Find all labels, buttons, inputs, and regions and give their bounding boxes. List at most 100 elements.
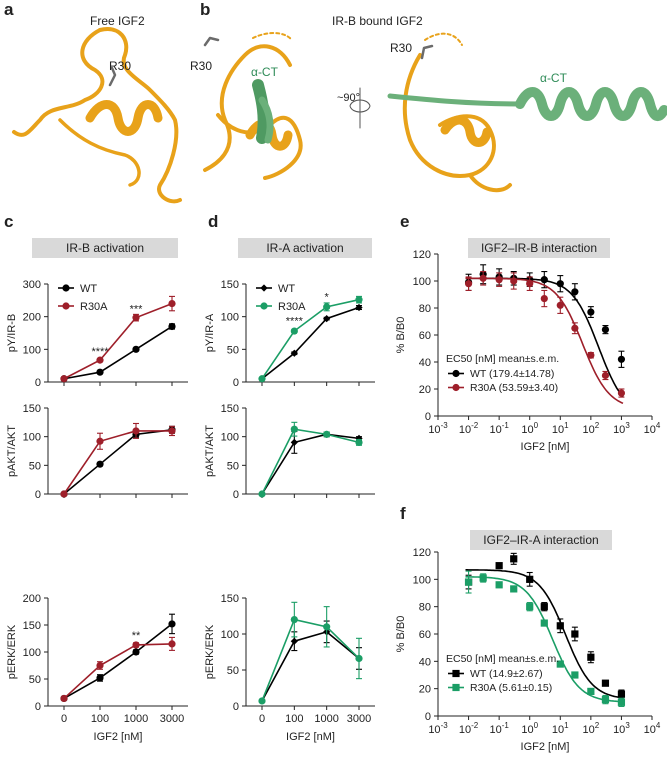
x-tick-label-e: 10-2: [459, 421, 479, 436]
data-point-f-WT: [540, 603, 548, 611]
series-line-d2-R30A: [261, 428, 360, 495]
data-point-c2-R30A: [132, 427, 140, 435]
data-point-c3-R30A: [168, 640, 176, 648]
y-tick-label-e: 100: [413, 276, 431, 288]
y-axis-label-c1: pY/IR-B: [6, 314, 18, 353]
y-tick-label-f: 0: [425, 711, 431, 723]
significance-d1: ****: [286, 316, 304, 328]
data-point-f-R30A: [587, 687, 595, 695]
data-point-e-R30A: [464, 280, 473, 288]
legend-marker-e: [452, 369, 460, 378]
legend-marker-d1: [260, 284, 268, 292]
panel-label-a: a: [4, 0, 14, 19]
data-point-e-WT: [556, 280, 564, 288]
fit-curve-e-R30A: [465, 277, 624, 405]
data-point-e-R30A: [617, 389, 626, 397]
y-tick-label-e: 80: [419, 303, 431, 315]
data-point-f-R30A: [540, 619, 548, 627]
y-tick-label-d2: 150: [221, 403, 239, 415]
y-axis-label-d1: pY/IR-A: [204, 313, 216, 352]
data-point-f-R30A: [601, 696, 610, 704]
legend-label-f: WT (14.9±2.67): [470, 668, 543, 680]
series-line-d1-R30A: [261, 298, 360, 380]
data-point-c2-WT: [96, 460, 104, 468]
x-tick-label-d3: 0: [259, 713, 265, 725]
data-point-f-R30A: [479, 574, 487, 582]
y-tick-label-e: 40: [419, 357, 431, 369]
series-line-d2-WT: [261, 433, 360, 495]
legend-title-e: EC50 [nM] mean±s.e.m.: [446, 353, 559, 365]
y-tick-label-c2: 50: [29, 460, 41, 472]
data-point-f-R30A: [617, 698, 626, 706]
protein-structures-illustration: R30 R30 R30 α-CT α-CT ~90°: [12, 27, 667, 204]
y-tick-label-d2: 100: [221, 432, 239, 444]
data-point-d1-WT: [323, 315, 331, 323]
series-line-d3-R30A: [261, 618, 360, 702]
data-point-f-WT: [601, 679, 610, 687]
y-tick-label-c3: 200: [23, 593, 41, 605]
x-tick-label-e: 102: [583, 421, 600, 436]
data-point-e-R30A: [479, 274, 487, 282]
data-point-d3-R30A: [290, 616, 298, 624]
r30-label-bound-right: R30: [390, 41, 412, 55]
data-point-c2-R30A: [60, 490, 68, 498]
data-point-d1-R30A: [355, 296, 363, 304]
panel-label-f: f: [400, 504, 406, 523]
data-point-d3-R30A: [258, 697, 266, 705]
data-point-f-WT: [556, 622, 564, 630]
data-point-f-R30A: [510, 585, 518, 593]
y-axis-label-d2: pAKT/AKT: [204, 425, 216, 477]
y-axis-label-c3: pERK/ERK: [6, 624, 18, 679]
x-tick-label-f: 10-1: [489, 721, 509, 736]
legend-label-e: R30A (53.59±3.40): [470, 382, 558, 394]
data-point-f-R30A: [571, 671, 579, 679]
panel-label-c: c: [4, 212, 14, 231]
y-tick-label-c2: 0: [35, 489, 41, 501]
series-line-c2-WT: [63, 428, 173, 495]
significance-d1: *: [325, 291, 330, 303]
y-tick-label-d3: 100: [221, 629, 239, 641]
x-tick-label-d3: 1000: [314, 713, 338, 725]
data-point-f-WT: [617, 690, 626, 698]
y-axis-label-e: % B/B0: [395, 317, 407, 354]
legend-title-f: EC50 [nM] mean±s.e.m.: [446, 653, 559, 665]
data-point-f-WT: [571, 630, 579, 638]
data-point-e-R30A: [571, 324, 579, 332]
rotation-label: ~90°: [337, 92, 360, 104]
y-tick-label-c3: 150: [23, 620, 41, 632]
legend-label-c1: WT: [80, 283, 97, 295]
data-point-d3-R30A: [355, 654, 363, 663]
y-tick-label-f: 40: [419, 656, 431, 668]
data-point-d1-WT: [355, 303, 363, 312]
data-point-d2-WT: [290, 438, 298, 446]
x-tick-label-e: 10-1: [489, 421, 509, 436]
x-tick-label-e: 100: [521, 421, 538, 436]
y-tick-label-c3: 0: [35, 701, 41, 713]
x-tick-label-e: 103: [613, 421, 630, 436]
legend-marker-c1: [62, 284, 70, 292]
y-tick-label-c1: 0: [35, 377, 41, 389]
title-f: IGF2–IR-A interaction: [470, 530, 612, 550]
y-tick-label-f: 100: [413, 574, 431, 586]
significance-c1: ***: [130, 304, 144, 316]
data-point-c2-R30A: [168, 427, 176, 435]
panel-label-e: e: [400, 212, 410, 231]
data-point-e-WT: [587, 308, 595, 316]
y-tick-label-f: 20: [419, 684, 431, 696]
series-line-d3-WT: [261, 630, 360, 702]
data-point-c3-R30A: [96, 661, 104, 670]
y-tick-label-d1: 0: [233, 377, 239, 389]
data-point-d1-R30A: [323, 303, 331, 311]
series-line-c2-R30A: [63, 430, 172, 495]
data-point-f-R30A: [556, 660, 564, 668]
y-tick-label-c1: 200: [23, 312, 41, 324]
x-tick-label-e: 101: [552, 421, 569, 436]
act-label-right: α-CT: [540, 71, 568, 85]
title-e: IGF2–IR-B interaction: [468, 238, 610, 258]
y-tick-label-c1: 100: [23, 344, 41, 356]
data-point-d1-R30A: [290, 327, 298, 335]
data-point-e-R30A: [510, 277, 518, 285]
data-point-d3-R30A: [323, 623, 331, 631]
data-point-e-WT: [571, 288, 579, 296]
